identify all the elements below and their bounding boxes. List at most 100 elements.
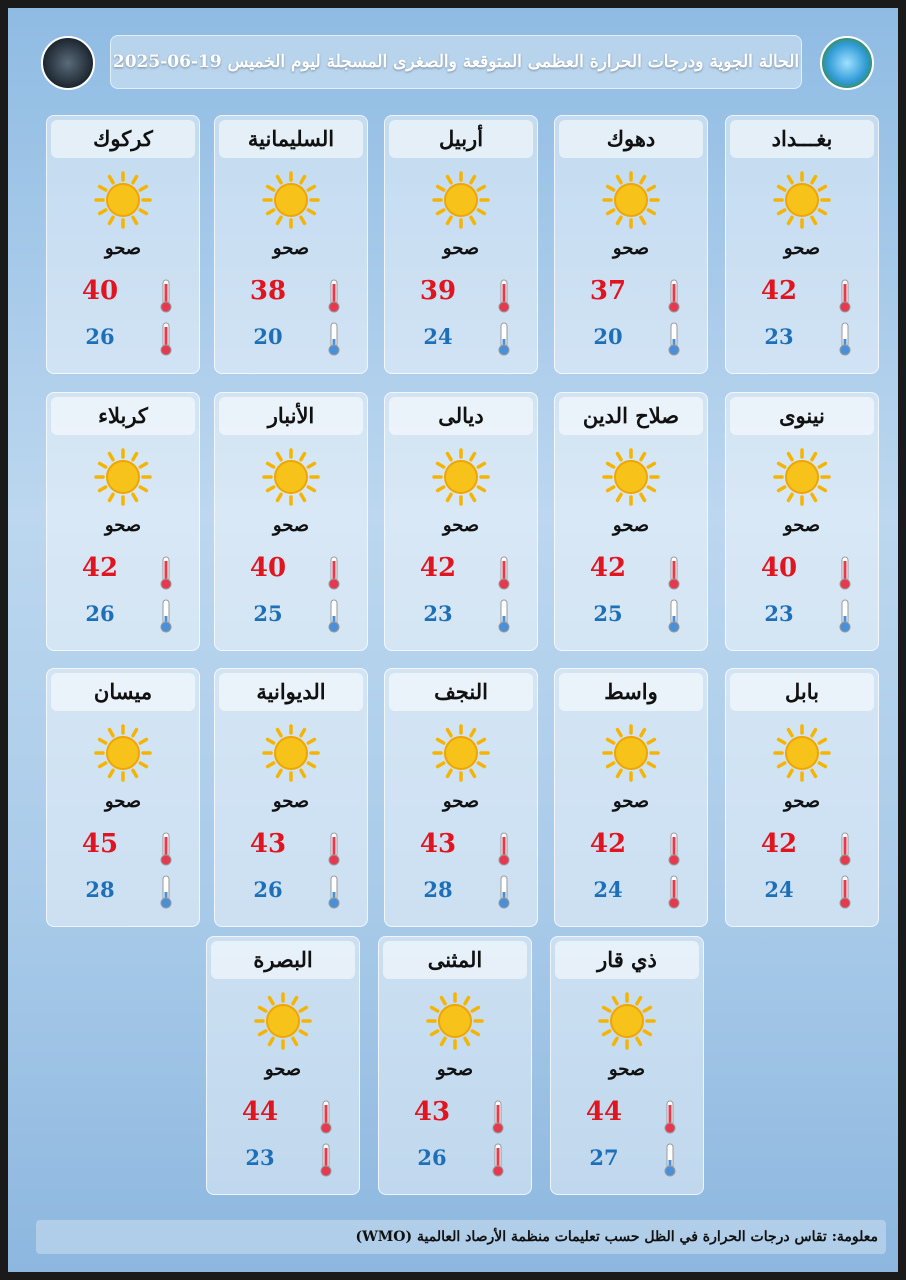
min-temp: 26 (253, 877, 283, 902)
sun-icon (262, 448, 320, 506)
max-temp: 39 (419, 276, 457, 306)
city-card: دهوك صحو 37 20 (554, 115, 708, 374)
min-temp: 24 (764, 877, 794, 902)
city-name: بغـــداد (730, 120, 874, 158)
city-card: ديالى صحو 42 23 (384, 392, 538, 651)
city-name: ذي قار (555, 941, 699, 979)
min-temp: 20 (253, 324, 283, 349)
condition: صحو (612, 238, 650, 259)
city-name: البصرة (211, 941, 355, 979)
thermometer-icon (328, 556, 340, 590)
thermometer-icon (839, 832, 851, 866)
sun-icon (773, 171, 831, 229)
thermometer-icon (839, 556, 851, 590)
condition: صحو (608, 1059, 646, 1080)
thermometer-icon (328, 875, 340, 909)
sun-icon (773, 448, 831, 506)
logo-left (41, 36, 95, 90)
sun-icon (602, 448, 660, 506)
sun-icon (432, 724, 490, 782)
sun-icon (432, 448, 490, 506)
thermometer-icon (328, 832, 340, 866)
max-temp: 44 (585, 1097, 623, 1127)
thermometer-icon (839, 279, 851, 313)
thermometer-icon (839, 322, 851, 356)
thermometer-icon (498, 322, 510, 356)
condition: صحو (442, 238, 480, 259)
city-card: أربيل صحو 39 24 (384, 115, 538, 374)
condition: صحو (104, 515, 142, 536)
condition: صحو (272, 238, 310, 259)
city-card: المثنى صحو 43 26 (378, 936, 532, 1195)
min-temp: 26 (85, 324, 115, 349)
min-temp: 23 (245, 1145, 275, 1170)
min-temp: 28 (423, 877, 453, 902)
sun-icon (254, 992, 312, 1050)
max-temp: 37 (589, 276, 627, 306)
min-temp: 20 (593, 324, 623, 349)
city-name: واسط (559, 673, 703, 711)
max-temp: 42 (589, 829, 627, 859)
sun-icon (426, 992, 484, 1050)
logo-right (820, 36, 874, 90)
sun-icon (773, 724, 831, 782)
min-temp: 23 (764, 324, 794, 349)
city-name: السليمانية (219, 120, 363, 158)
thermometer-icon (839, 599, 851, 633)
thermometer-icon (668, 599, 680, 633)
thermometer-icon (328, 322, 340, 356)
thermometer-icon (160, 322, 172, 356)
min-temp: 24 (423, 324, 453, 349)
thermometer-icon (160, 279, 172, 313)
thermometer-icon (320, 1100, 332, 1134)
condition: صحو (436, 1059, 474, 1080)
city-name: كركوك (51, 120, 195, 158)
condition: صحو (104, 238, 142, 259)
max-temp: 40 (81, 276, 119, 306)
city-card: كركوك صحو 40 26 (46, 115, 200, 374)
thermometer-icon (160, 599, 172, 633)
city-name: ديالى (389, 397, 533, 435)
city-name: بابل (730, 673, 874, 711)
city-name: الأنبار (219, 397, 363, 435)
min-temp: 27 (589, 1145, 619, 1170)
max-temp: 45 (81, 829, 119, 859)
sun-icon (94, 171, 152, 229)
min-temp: 25 (253, 601, 283, 626)
city-name: دهوك (559, 120, 703, 158)
thermometer-icon (492, 1143, 504, 1177)
thermometer-icon (492, 1100, 504, 1134)
sun-icon (602, 724, 660, 782)
thermometer-icon (160, 556, 172, 590)
sun-icon (94, 448, 152, 506)
max-temp: 43 (419, 829, 457, 859)
max-temp: 42 (589, 553, 627, 583)
condition: صحو (612, 791, 650, 812)
city-card: ميسان صحو 45 28 (46, 668, 200, 927)
sun-icon (432, 171, 490, 229)
sun-icon (262, 724, 320, 782)
condition: صحو (783, 238, 821, 259)
thermometer-icon (664, 1143, 676, 1177)
thermometer-icon (668, 279, 680, 313)
min-temp: 23 (764, 601, 794, 626)
thermometer-icon (839, 875, 851, 909)
city-name: الديوانية (219, 673, 363, 711)
thermometer-icon (160, 875, 172, 909)
header-title: الحالة الجوية ودرجات الحرارة العظمى المت… (110, 35, 802, 89)
thermometer-icon (498, 599, 510, 633)
city-card: النجف صحو 43 28 (384, 668, 538, 927)
max-temp: 43 (249, 829, 287, 859)
city-card: كربلاء صحو 42 26 (46, 392, 200, 651)
max-temp: 44 (241, 1097, 279, 1127)
city-name: المثنى (383, 941, 527, 979)
thermometer-icon (664, 1100, 676, 1134)
city-card: الأنبار صحو 40 25 (214, 392, 368, 651)
city-card: بابل صحو 42 24 (725, 668, 879, 927)
city-card: البصرة صحو 44 23 (206, 936, 360, 1195)
min-temp: 23 (423, 601, 453, 626)
sun-icon (262, 171, 320, 229)
city-card: واسط صحو 42 24 (554, 668, 708, 927)
condition: صحو (264, 1059, 302, 1080)
